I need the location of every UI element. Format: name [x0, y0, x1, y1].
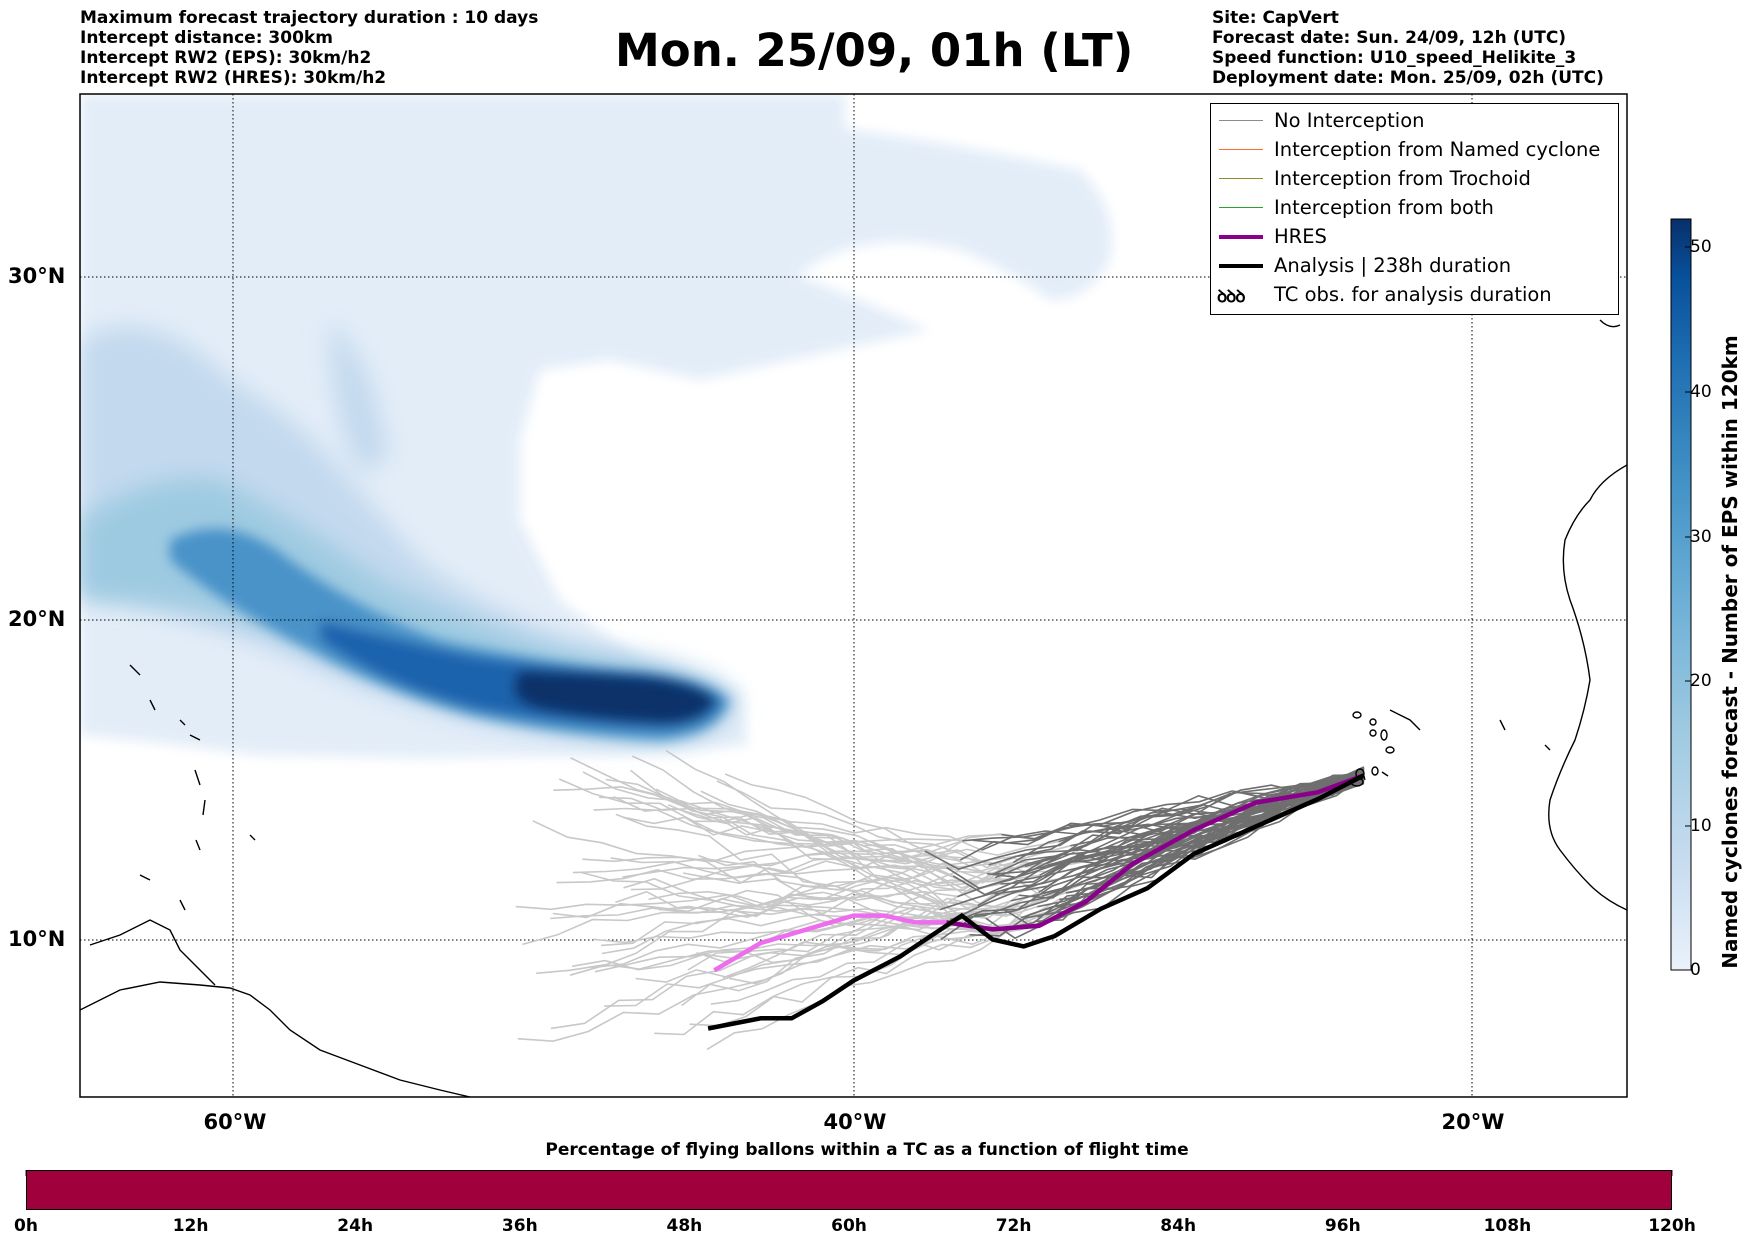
ensemble-trajectory: [599, 796, 982, 851]
legend-swatch: [1219, 120, 1263, 121]
time-bar-tick-label: 84h: [1160, 1216, 1197, 1236]
legend-label: TC obs. for analysis duration: [1274, 283, 1552, 306]
ensemble-trajectory: [648, 890, 1067, 919]
tc-symbol-icon: ꝺꝺꝺ: [1217, 287, 1246, 307]
header-right-line-4: Deployment date: Mon. 25/09, 02h (UTC): [1212, 68, 1604, 88]
analysis-track: [707, 773, 1366, 1031]
ensemble-trajectory: [604, 918, 953, 1007]
colorbar: [1670, 218, 1692, 971]
legend-item-no-interception: No Interception: [1211, 107, 1618, 136]
map-frame: [79, 93, 1628, 1098]
header-left-line-2: Intercept distance: 300km: [80, 28, 333, 48]
ensemble-trajectory: [570, 757, 1001, 892]
ensemble-trajectory: [571, 928, 1002, 971]
ensemble-trajectory: [969, 778, 1365, 937]
legend-item-tc-obs: ꝺꝺꝺ TC obs. for analysis duration: [1211, 281, 1618, 310]
legend-swatch: [1219, 235, 1263, 239]
legend-label: Interception from Named cyclone: [1274, 138, 1601, 161]
colorbar-tick-10: 10: [1690, 816, 1712, 836]
ensemble-trajectory: [696, 882, 1087, 963]
colorbar-tick-50: 50: [1690, 237, 1712, 257]
legend-label: HRES: [1274, 225, 1327, 248]
lon-label-20w: 20°W: [1441, 1110, 1505, 1134]
ensemble-trajectory: [553, 785, 925, 853]
ensemble-trajectory: [987, 774, 1365, 879]
legend-label: Analysis | 238h duration: [1274, 254, 1512, 277]
legend-swatch: [1219, 178, 1263, 179]
colorbar-tick-30: 30: [1690, 527, 1712, 547]
header-right: Site: CapVert Forecast date: Sun. 24/09,…: [1212, 8, 1604, 88]
ensemble-trajectory: [993, 774, 1365, 875]
map-title: Mon. 25/09, 01h (LT): [615, 24, 1134, 77]
legend-item-both: Interception from both: [1211, 194, 1618, 223]
time-bar: [26, 1170, 1672, 1210]
legend-label: No Interception: [1274, 109, 1425, 132]
legend-item-hres: HRES: [1211, 223, 1618, 252]
time-bar-title: Percentage of flying ballons within a TC…: [545, 1140, 1189, 1160]
ensemble-trajectory: [601, 855, 1015, 947]
legend-swatch: [1219, 149, 1263, 150]
cyclone-density-mid: [80, 320, 740, 745]
header-right-line-1: Site: CapVert: [1212, 8, 1339, 28]
time-bar-tick-label: 12h: [172, 1216, 209, 1236]
colorbar-tick-0: 0: [1690, 960, 1701, 980]
capvert-islands: [1350, 711, 1395, 787]
header-right-line-2: Forecast date: Sun. 24/09, 12h (UTC): [1212, 28, 1567, 48]
ensemble-trajectory: [580, 871, 1039, 946]
ensemble-trajectory: [1038, 769, 1365, 894]
lat-label-30n: 30°N: [8, 264, 66, 288]
time-bar-tick-label: 24h: [337, 1216, 374, 1236]
header-right-line-3: Speed function: U10_speed_Helikite_3: [1212, 48, 1577, 68]
ensemble-trajectory: [601, 861, 1047, 955]
time-bar-tick-label: 48h: [666, 1216, 703, 1236]
header-left-line-3: Intercept RW2 (EPS): 30km/h2: [80, 48, 372, 68]
legend-label: Interception from Trochoid: [1274, 167, 1531, 190]
ensemble-trajectory: [615, 890, 1053, 927]
time-bar-tick-label: 96h: [1324, 1216, 1361, 1236]
ensemble-trajectory: [700, 790, 1006, 911]
time-bar-tick-label: 72h: [995, 1216, 1032, 1236]
hres-track-early: [713, 913, 947, 973]
header-left-line-4: Intercept RW2 (HRES): 30km/h2: [80, 68, 387, 88]
ensemble-trajectory: [550, 865, 1026, 920]
cyclone-density-core: [170, 528, 730, 740]
colorbar-title: Named cyclones forecast - Number of EPS …: [1718, 335, 1742, 969]
time-bar-tick-label: 60h: [831, 1216, 867, 1236]
legend-swatch: [1219, 207, 1263, 208]
lat-label-10n: 10°N: [8, 927, 66, 951]
ensemble-trajectory: [962, 774, 1365, 842]
header-left-line-1: Maximum forecast trajectory duration : 1…: [80, 8, 539, 28]
legend: No Interception Interception from Named …: [1210, 103, 1619, 315]
colorbar-ticks: [1685, 246, 1691, 971]
ensemble-trajectory: [622, 840, 963, 878]
time-bar-tick-label: 0h: [14, 1216, 38, 1236]
ensemble-trajectory: [556, 848, 961, 884]
header-left: Maximum forecast trajectory duration : 1…: [80, 8, 538, 88]
lat-label-20n: 20°N: [8, 607, 66, 631]
ensemble-trajectory: [635, 934, 970, 983]
lon-label-40w: 40°W: [823, 1110, 887, 1134]
time-bar-tick-label: 108h: [1483, 1216, 1532, 1236]
time-bar-tick-label: 120h: [1648, 1216, 1696, 1236]
ensemble-trajectory: [532, 820, 949, 927]
lon-label-60w: 60°W: [203, 1110, 267, 1134]
legend-item-trochoid: Interception from Trochoid: [1211, 165, 1618, 194]
hres-track: [945, 773, 1365, 932]
ensemble-trajectory: [582, 838, 974, 863]
legend-item-named-cyclone: Interception from Named cyclone: [1211, 136, 1618, 165]
colorbar-tick-40: 40: [1690, 382, 1712, 402]
ensemble-trajectory: [706, 920, 1036, 1051]
legend-label: Interception from both: [1274, 196, 1494, 219]
legend-item-analysis: Analysis | 238h duration: [1211, 252, 1618, 281]
colorbar-tick-20: 20: [1690, 671, 1712, 691]
legend-swatch: [1219, 264, 1263, 268]
ensemble-trajectory: [623, 816, 994, 875]
ensemble-trajectory: [582, 771, 1039, 908]
time-bar-tick-label: 36h: [501, 1216, 538, 1236]
